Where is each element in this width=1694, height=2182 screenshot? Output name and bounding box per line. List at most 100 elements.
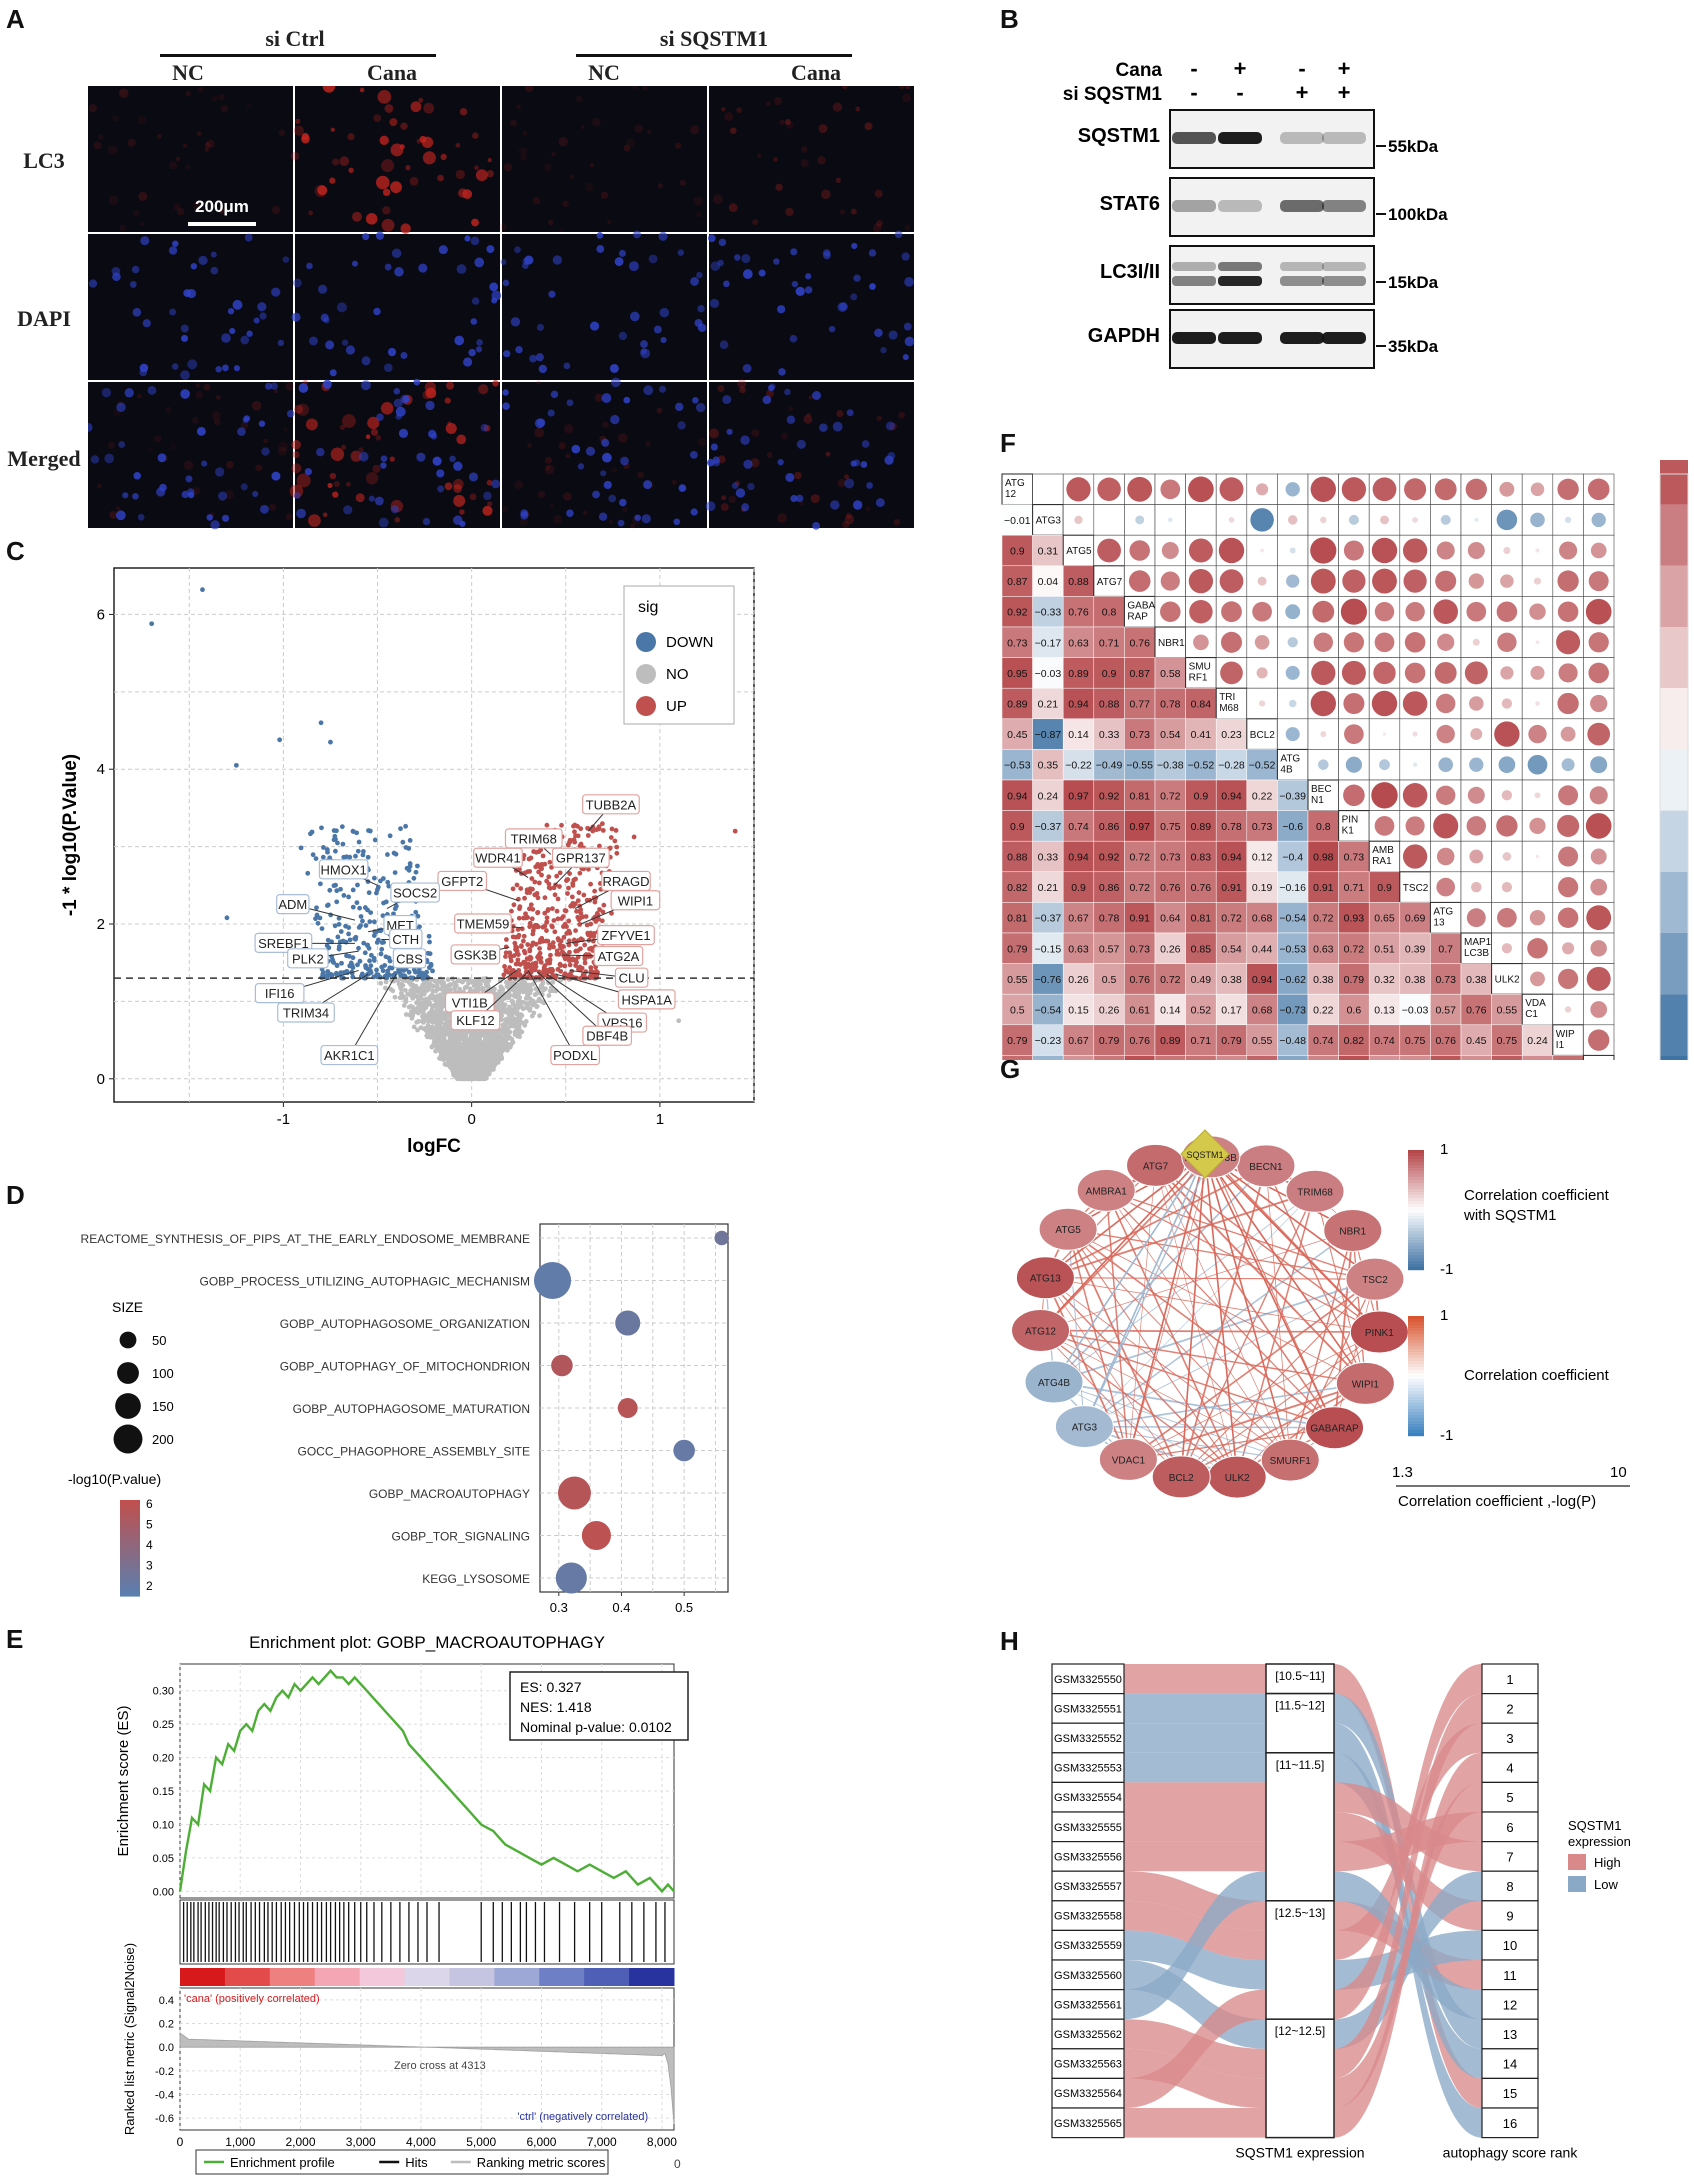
- dapi-nucleus: [180, 370, 190, 380]
- volcano-point-down: [319, 825, 324, 830]
- dapi-nucleus: [469, 472, 478, 481]
- lc3-signal: [255, 464, 262, 471]
- diag-label: GABA: [1127, 600, 1155, 611]
- upper-cell-circle: [1047, 488, 1049, 490]
- lc3-signal: [216, 395, 221, 400]
- volcano-point-ns: [410, 996, 415, 1001]
- blot-frame: [1170, 246, 1374, 304]
- lc3-signal: [221, 105, 228, 112]
- volcano-point-up: [520, 926, 525, 931]
- volcano-point-down: [331, 960, 336, 965]
- volcano-point-ns: [478, 1070, 483, 1075]
- volcano-point-ns: [480, 1061, 485, 1066]
- volcano-point-up: [539, 873, 544, 878]
- volcano-point-down: [340, 824, 345, 829]
- marker-label: 15kDa: [1388, 273, 1439, 292]
- dapi-nucleus: [719, 239, 726, 246]
- dapi-nucleus: [660, 308, 670, 318]
- dapi-nucleus: [491, 297, 497, 303]
- color-legend-label: 2: [146, 1579, 153, 1593]
- upper-cell-circle: [1344, 632, 1364, 652]
- volcano-point-outlier: [234, 763, 239, 768]
- lc3-signal: [618, 433, 627, 442]
- dapi-nucleus: [777, 459, 783, 465]
- volcano-point-down: [335, 963, 340, 968]
- diag-label: SMU: [1189, 662, 1211, 673]
- volcano-point-ns: [399, 991, 404, 996]
- lc3-signal: [836, 178, 841, 183]
- lc3-signal: [400, 223, 410, 233]
- blot-band: [1172, 200, 1216, 212]
- volcano-point-ns: [442, 984, 447, 989]
- volcano-point-ns: [488, 1054, 493, 1059]
- micro-tile-bg: [88, 86, 293, 232]
- dapi-nucleus: [197, 427, 206, 436]
- chart-title: Enrichment plot: GOBP_MACROAUTOPHAGY: [249, 1633, 605, 1652]
- volcano-point-down: [361, 853, 366, 858]
- lc3-signal: [736, 107, 742, 113]
- lc3-signal: [339, 156, 349, 166]
- volcano-point-ns: [483, 1046, 488, 1051]
- volcano-point-up: [577, 917, 582, 922]
- volcano-point-ns: [425, 1001, 430, 1006]
- lc3-signal: [757, 153, 761, 157]
- lc3-signal: [672, 479, 677, 484]
- volcano-point-down: [311, 852, 316, 857]
- volcano-point-ns: [402, 1003, 407, 1008]
- lc3-signal: [391, 144, 404, 157]
- volcano-point-down: [408, 975, 413, 980]
- lc3-signal: [382, 219, 395, 232]
- volcano-point-ns: [461, 1061, 466, 1066]
- upper-cell-circle: [1342, 477, 1366, 501]
- volcano-point-down: [373, 838, 378, 843]
- lc3-signal: [252, 401, 262, 411]
- lc3-signal: [777, 513, 787, 523]
- upper-cell-circle: [1312, 601, 1334, 623]
- lc3-signal: [456, 170, 465, 179]
- microscopy-grid: 200μm: [88, 86, 916, 530]
- lc3-signal: [865, 122, 873, 130]
- term-dot: [673, 1440, 695, 1462]
- volcano-point-up: [518, 886, 523, 891]
- upper-cell-circle: [1469, 573, 1484, 588]
- lc3-signal: [840, 209, 845, 214]
- dapi-nucleus: [379, 518, 389, 528]
- lc3-signal: [447, 421, 451, 425]
- lower-cell-value: −0.03: [1035, 668, 1062, 680]
- lower-cell-value: 0.76: [1129, 637, 1150, 649]
- blot-band: [1280, 132, 1324, 144]
- dapi-nucleus: [139, 368, 147, 376]
- lc3-signal: [737, 379, 746, 388]
- lc3-signal: [263, 439, 268, 444]
- upper-cell-circle: [1344, 724, 1364, 744]
- y-tick-label: 2: [97, 916, 105, 933]
- volcano-point-ns: [497, 1052, 502, 1057]
- lc3-signal: [563, 492, 572, 501]
- dapi-nucleus: [608, 495, 616, 503]
- dapi-nucleus: [395, 414, 401, 420]
- stray-label: 0: [674, 2157, 681, 2171]
- upper-cell-circle: [1193, 634, 1209, 650]
- volcano-point-down: [388, 833, 393, 838]
- dapi-nucleus: [741, 254, 750, 263]
- dapi-nucleus: [437, 485, 444, 492]
- volcano-point-outlier: [328, 740, 333, 745]
- condition-sign: +: [1234, 56, 1247, 81]
- volcano-point-ns: [474, 1035, 479, 1040]
- lc3-signal: [786, 121, 794, 129]
- upper-cell-circle: [1535, 548, 1539, 552]
- diag-cell-gabarap: GABARAP: [1124, 596, 1155, 627]
- volcano-point-up: [597, 826, 602, 831]
- volcano-point-ns: [434, 984, 439, 989]
- dapi-nucleus: [394, 267, 404, 277]
- lower-cell-value: 0.84: [1191, 699, 1212, 711]
- volcano-point-up: [553, 892, 558, 897]
- lc3-signal: [185, 91, 191, 97]
- volcano-point-ns: [390, 988, 395, 993]
- lc3-signal: [347, 133, 354, 140]
- label-text: WDR41: [475, 851, 521, 866]
- dapi-nucleus: [414, 379, 421, 386]
- term-dot: [558, 1477, 591, 1510]
- upper-cell-circle: [1590, 695, 1607, 712]
